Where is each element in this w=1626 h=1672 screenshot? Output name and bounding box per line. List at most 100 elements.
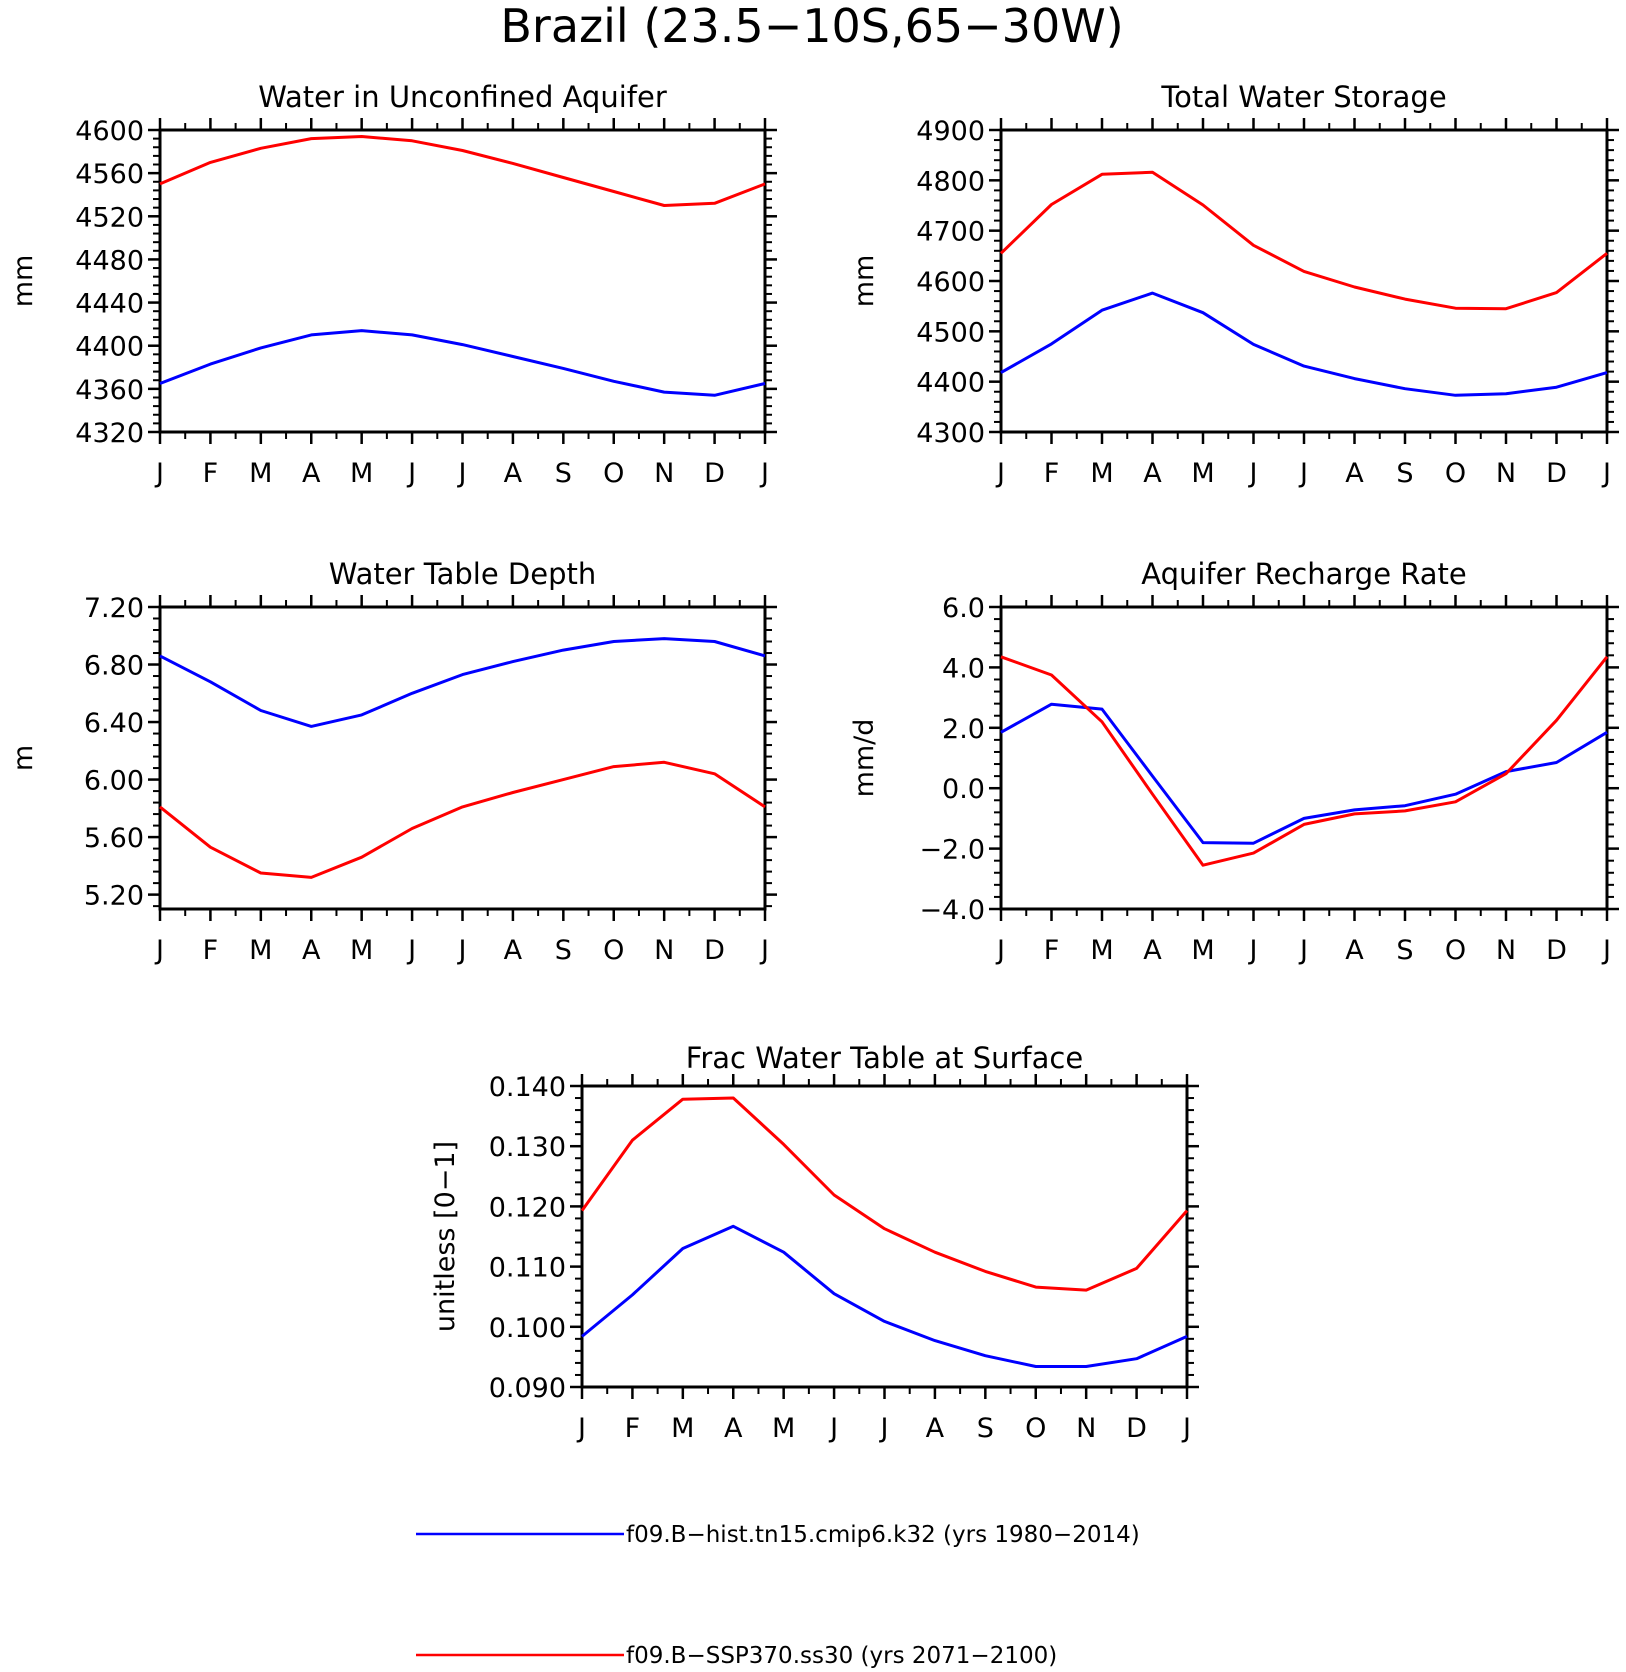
y-axis-label: unitless [0−1] xyxy=(430,1141,461,1332)
panel-1: J F M A M J J A S O N D J432043604400444044804520456… xyxy=(8,80,777,489)
y-tick-label: 4320 xyxy=(75,418,144,449)
x-tick-label: A xyxy=(724,1413,743,1444)
y-tick-label: 4400 xyxy=(916,368,985,399)
x-tick-label: M xyxy=(249,935,272,966)
y-axis-label: m xyxy=(8,745,39,771)
x-tick-label: A xyxy=(1345,935,1364,966)
x-tick-label: A xyxy=(1345,458,1364,489)
y-tick-label: 4400 xyxy=(75,332,144,363)
legend-label: f09.B−hist.tn15.cmip6.k32 (yrs 1980−2014… xyxy=(626,1522,1140,1548)
legend: f09.B−hist.tn15.cmip6.k32 (yrs 1980−2014… xyxy=(416,1522,1140,1669)
x-tick-label: F xyxy=(203,935,219,966)
plot-frame xyxy=(158,128,767,434)
x-tick-label: F xyxy=(625,1413,641,1444)
y-tick-label: 4300 xyxy=(916,418,985,449)
x-tick-label: N xyxy=(1496,935,1516,966)
series-line-ssp370 xyxy=(1000,655,1609,867)
series-line-ssp370 xyxy=(999,170,1608,311)
x-tick-label: F xyxy=(1044,935,1060,966)
legend-label: f09.B−SSP370.ss30 (yrs 2071−2100) xyxy=(626,1643,1057,1669)
panel-title: Aquifer Recharge Rate xyxy=(1141,557,1467,591)
x-tick-label: A xyxy=(504,935,523,966)
x-tick-label: J xyxy=(154,458,164,489)
plot-frame xyxy=(158,605,767,911)
y-tick-label: 4360 xyxy=(75,375,144,406)
y-tick-label: 0.090 xyxy=(489,1373,566,1404)
y-tick-label: 4800 xyxy=(916,166,985,197)
x-tick-label: D xyxy=(1546,458,1567,489)
series-line-hist xyxy=(1000,702,1608,845)
y-tick-label: 4560 xyxy=(75,159,144,190)
x-tick-label: J xyxy=(995,935,1005,966)
x-tick-label: M xyxy=(350,458,373,489)
x-tick-label: O xyxy=(1025,1413,1046,1444)
x-tick-label: J xyxy=(1601,935,1611,966)
x-tick-label: J xyxy=(879,1413,889,1444)
x-tick-label: M xyxy=(671,1413,694,1444)
x-tick-label: J xyxy=(759,458,769,489)
x-tick-label: O xyxy=(1445,935,1466,966)
y-tick-label: 4500 xyxy=(916,317,985,348)
y-tick-label: 4520 xyxy=(75,202,144,233)
y-tick-label: 0.0 xyxy=(942,774,985,805)
y-tick-label: 4600 xyxy=(916,267,985,298)
x-tick-label: J xyxy=(1298,458,1308,489)
x-tick-label: A xyxy=(504,458,523,489)
x-tick-label: O xyxy=(603,458,624,489)
x-tick-label: M xyxy=(1090,935,1113,966)
x-tick-label: F xyxy=(203,458,219,489)
y-tick-label: 4600 xyxy=(75,116,144,147)
series-line-hist xyxy=(159,329,766,397)
x-tick-label: J xyxy=(154,935,164,966)
x-tick-label: A xyxy=(302,935,321,966)
y-tick-label: 7.20 xyxy=(84,593,144,624)
panel-title: Frac Water Table at Surface xyxy=(686,1041,1083,1075)
y-tick-label: 0.100 xyxy=(489,1313,566,1344)
y-axis-label: mm xyxy=(849,255,880,308)
panel-2: J F M A M J J A S O N D J430044004500460047004800490… xyxy=(849,80,1619,489)
plot-frame xyxy=(999,605,1609,911)
x-tick-label: J xyxy=(1298,935,1308,966)
y-tick-label: 4900 xyxy=(916,116,985,147)
figure-title: Brazil (23.5−10S,65−30W) xyxy=(500,0,1123,53)
y-tick-label: 6.0 xyxy=(942,593,985,624)
x-tick-label: J xyxy=(1248,935,1258,966)
x-tick-label: J xyxy=(1248,458,1258,489)
y-tick-label: −2.0 xyxy=(919,835,985,866)
x-tick-label: J xyxy=(457,935,467,966)
plot-frame xyxy=(999,128,1609,434)
x-tick-label: J xyxy=(406,935,416,966)
x-tick-label: J xyxy=(759,935,769,966)
x-tick-label: A xyxy=(926,1413,945,1444)
panel-title: Water Table Depth xyxy=(329,557,597,591)
y-tick-label: 4700 xyxy=(916,217,985,248)
x-tick-label: J xyxy=(457,458,467,489)
x-tick-label: M xyxy=(249,458,272,489)
x-tick-label: J xyxy=(406,458,416,489)
x-tick-label: D xyxy=(1126,1413,1147,1444)
x-tick-label: A xyxy=(1143,458,1162,489)
x-tick-label: O xyxy=(603,935,624,966)
x-tick-label: J xyxy=(995,458,1005,489)
x-tick-label: M xyxy=(772,1413,795,1444)
panels: J F M A M J J A S O N D J432043604400444044804520456… xyxy=(8,80,1619,1444)
series-line-ssp370 xyxy=(159,760,766,879)
y-tick-label: 6.80 xyxy=(84,651,144,682)
x-tick-label: M xyxy=(1191,458,1214,489)
x-tick-label: J xyxy=(828,1413,838,1444)
panel-3: J F M A M J J A S O N D J5.205.606.006.406.807.20Wat… xyxy=(8,557,777,966)
x-tick-label: J xyxy=(576,1413,586,1444)
x-tick-label: J xyxy=(1601,458,1611,489)
x-tick-label: S xyxy=(555,935,572,966)
x-tick-label: S xyxy=(555,458,572,489)
x-tick-label: S xyxy=(977,1413,994,1444)
x-tick-label: N xyxy=(654,458,674,489)
y-tick-label: 4440 xyxy=(75,289,144,320)
y-tick-label: 4.0 xyxy=(942,653,985,684)
y-tick-label: 6.40 xyxy=(84,708,144,739)
y-axis-label: mm/d xyxy=(849,719,880,798)
panel-5: J F M A M J J A S O N D J0.0900.1000.1100.1200.1300.… xyxy=(430,1041,1199,1444)
y-tick-label: 5.20 xyxy=(84,881,144,912)
x-tick-label: A xyxy=(1143,935,1162,966)
